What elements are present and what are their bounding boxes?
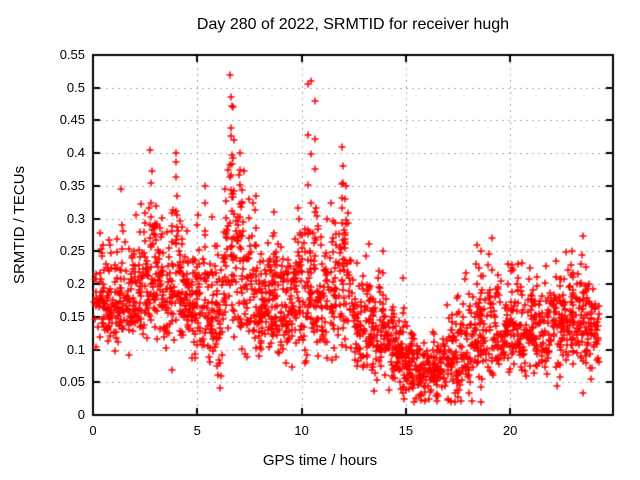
x-tick-label: 10	[294, 423, 309, 438]
y-tick-label: 0.35	[59, 177, 85, 193]
y-tick-label: 0.3	[66, 210, 85, 226]
x-tick-label: 5	[193, 423, 201, 438]
x-tick-label: 0	[89, 423, 97, 438]
y-tick-label: 0.45	[59, 112, 85, 128]
y-tick-label: 0.05	[59, 374, 85, 390]
y-tick-label: 0.1	[66, 341, 85, 357]
y-tick-label: 0	[77, 407, 85, 422]
chart-title: Day 280 of 2022, SRMTID for receiver hug…	[196, 16, 510, 33]
x-axis-label: GPS time / hours	[262, 452, 378, 469]
y-tick-label: 0.15	[59, 308, 85, 324]
y-tick-label: 0.4	[66, 145, 85, 161]
x-tick-label: 20	[502, 423, 518, 438]
y-tick-label: 0.2	[66, 276, 85, 292]
y-tick-label: 0.5	[66, 79, 85, 95]
y-tick-label: 0.55	[59, 47, 85, 62]
y-tick-label: 0.25	[59, 243, 85, 259]
x-tick-label: 15	[398, 423, 414, 438]
